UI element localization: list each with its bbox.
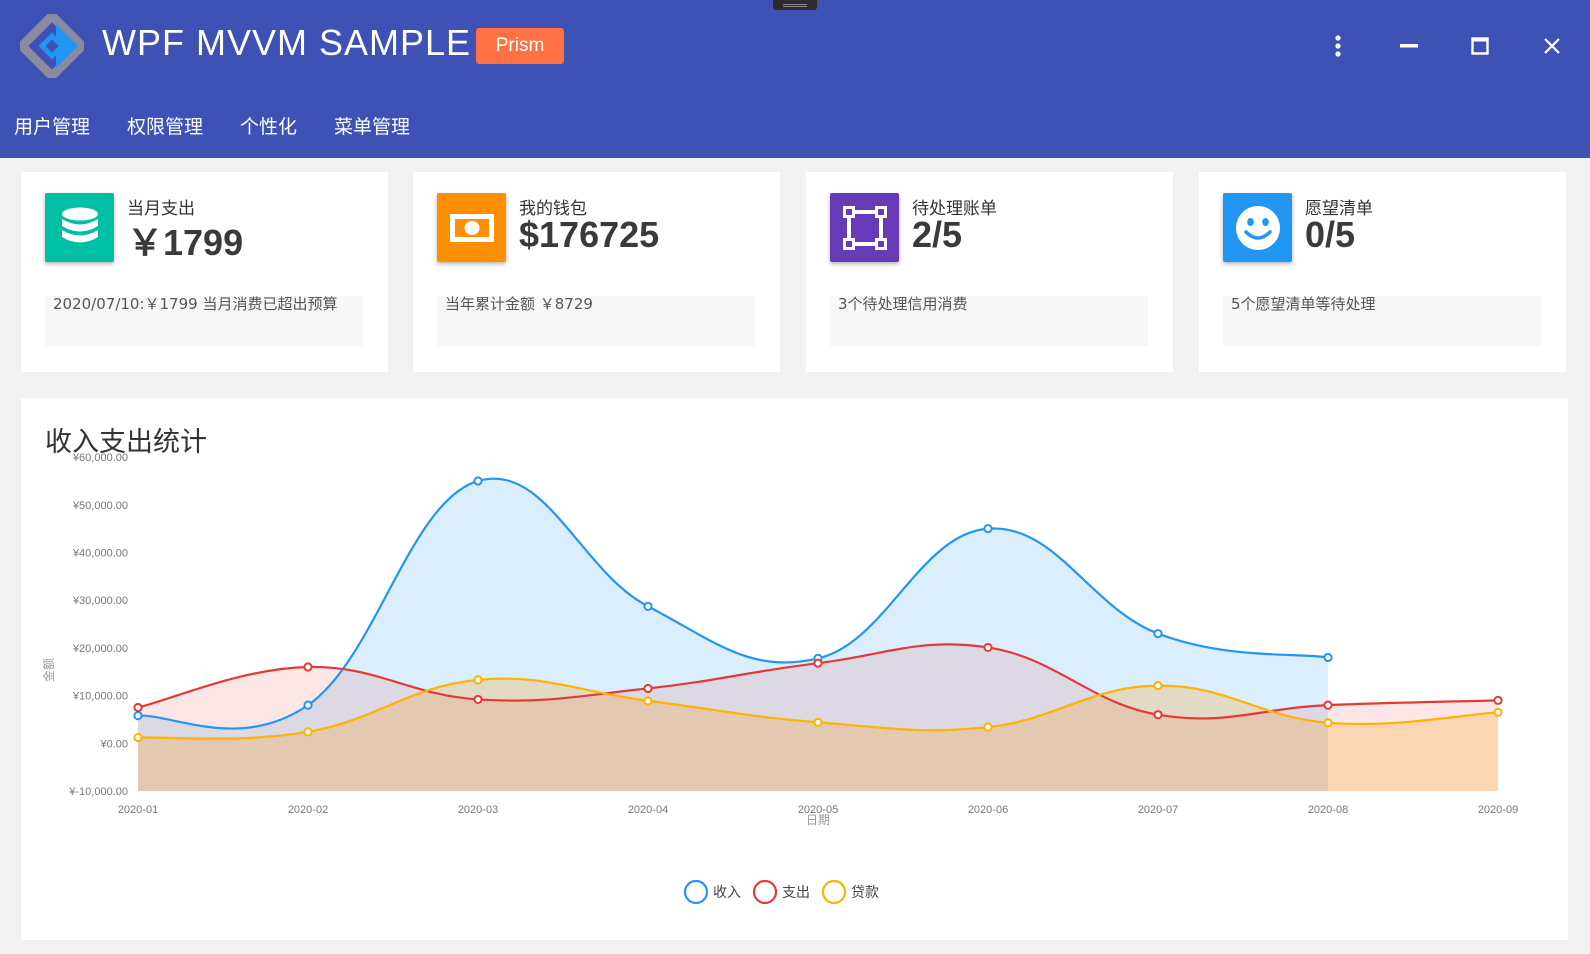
y-tick-label: ¥50,000.00 (72, 500, 128, 512)
wallet-card: 我的钱包 $176725 当年累计金额 ￥8729 (413, 172, 780, 372)
legend-marker (821, 879, 847, 905)
data-point (1323, 652, 1333, 663)
legend-label: 收入 (713, 885, 741, 901)
x-tick-label: 2020-02 (288, 804, 328, 816)
series-line-1 (137, 477, 1329, 730)
legend-label: 支出 (782, 885, 810, 901)
data-point (303, 700, 313, 710)
minimize-icon[interactable] (1387, 24, 1431, 68)
data-point (473, 694, 483, 705)
x-tick-label: 2020-08 (1308, 804, 1348, 816)
data-point (1153, 710, 1163, 720)
prism-badge: Prism (476, 28, 564, 64)
card-note: 3个待处理信用消费 (830, 296, 1148, 346)
chart-panel-title: 收入支出统计 (45, 427, 207, 458)
x-tick-label: 2020-06 (968, 804, 1008, 816)
y-tick-label: ¥40,000.00 (72, 548, 128, 560)
x-axis-label: 日期 (806, 813, 830, 827)
nav-item-user-management[interactable]: 用户管理 (14, 116, 91, 138)
card-label: 我的钱包 (519, 199, 587, 219)
data-point (1323, 718, 1333, 728)
smiley-icon (1223, 193, 1292, 262)
card-label: 当月支出 (127, 199, 195, 219)
x-tick-label: 2020-03 (458, 804, 498, 816)
close-icon[interactable] (1530, 24, 1574, 68)
monthly-expense-card: 当月支出 ￥1799 2020/07/10:￥1799 当月消费已超出预算 (21, 172, 388, 372)
data-point (133, 732, 143, 743)
more-vert-icon[interactable] (1316, 24, 1360, 68)
y-tick-label: ¥20,000.00 (72, 643, 128, 655)
data-point (1153, 628, 1163, 639)
data-point (133, 711, 143, 721)
database-icon (45, 193, 114, 262)
series-area-2 (138, 644, 1498, 791)
card-value: $176725 (519, 214, 660, 255)
data-point (473, 476, 483, 486)
nav-item-permission-management[interactable]: 权限管理 (127, 116, 204, 138)
income-expense-chart: ¥-10,000.00 ¥0.00 ¥10,000.00 ¥20,000.00 ¥30,… (41, 452, 1518, 905)
main-nav: 用户管理 权限管理 个性化 菜单管理 (14, 112, 410, 139)
y-tick-label: ¥60,000.00 (72, 452, 128, 464)
data-point (643, 696, 653, 706)
x-tick-label: 2020-09 (1478, 804, 1518, 816)
app-header: WPF MVVM SAMPLE Prism 用户管理 权限管理 个性化 菜单管理 (0, 0, 1590, 158)
y-tick-label: ¥0.00 (99, 738, 128, 750)
x-tick-label: 2020-04 (628, 804, 668, 816)
card-value: 0/5 (1305, 214, 1356, 255)
drag-handle[interactable] (773, 0, 817, 10)
data-point (813, 717, 823, 727)
data-point (813, 658, 823, 668)
card-label: 愿望清单 (1305, 199, 1373, 219)
x-tick-label: 2020-05 (798, 804, 838, 816)
data-point (1153, 680, 1163, 691)
data-point (1323, 700, 1333, 710)
y-tick-label: ¥-10,000.00 (68, 786, 128, 798)
data-point (1493, 695, 1503, 705)
y-tick-label: ¥30,000.00 (72, 595, 128, 607)
data-point (643, 601, 653, 612)
card-label: 待处理账单 (912, 199, 997, 219)
legend-marker (683, 879, 709, 905)
card-value: 2/5 (912, 214, 963, 255)
data-point (303, 662, 313, 672)
card-note: 2020/07/10:￥1799 当月消费已超出预算 (45, 296, 363, 346)
card-value: ￥1799 (127, 222, 244, 263)
y-axis-label: 金额 (41, 658, 56, 682)
income-expense-panel: 收入支出统计 ¥-10,000.00 ¥0.00 ¥10,000.00 ¥20,000… (21, 398, 1568, 940)
y-tick-label: ¥10,000.00 (72, 691, 128, 703)
series-area-3 (138, 678, 1498, 791)
data-point (983, 642, 993, 653)
data-point (643, 683, 653, 694)
x-tick-label: 2020-07 (1138, 804, 1178, 816)
x-tick-label: 2020-01 (118, 804, 158, 816)
pending-bills-card: 待处理账单 2/5 3个待处理信用消费 (806, 172, 1173, 372)
data-point (133, 702, 143, 713)
vector-square-icon (830, 193, 899, 262)
data-point (303, 727, 313, 737)
card-note: 当年累计金额 ￥8729 (437, 296, 755, 346)
maximize-icon[interactable] (1458, 24, 1502, 68)
legend-label: 贷款 (851, 885, 879, 901)
app-logo-icon (20, 14, 84, 78)
card-note: 5个愿望清单等待处理 (1223, 296, 1541, 346)
wishlist-card: 愿望清单 0/5 5个愿望清单等待处理 (1199, 172, 1566, 372)
series-area-1 (138, 478, 1328, 791)
nav-item-menu-management[interactable]: 菜单管理 (334, 116, 411, 138)
nav-item-personalization[interactable]: 个性化 (240, 116, 298, 138)
legend-marker (752, 879, 778, 905)
data-point (983, 722, 993, 732)
data-point (983, 524, 993, 534)
data-point (1493, 707, 1503, 717)
data-point (473, 675, 483, 685)
cash-icon (437, 193, 506, 262)
app-title: WPF MVVM SAMPLE (102, 22, 472, 63)
